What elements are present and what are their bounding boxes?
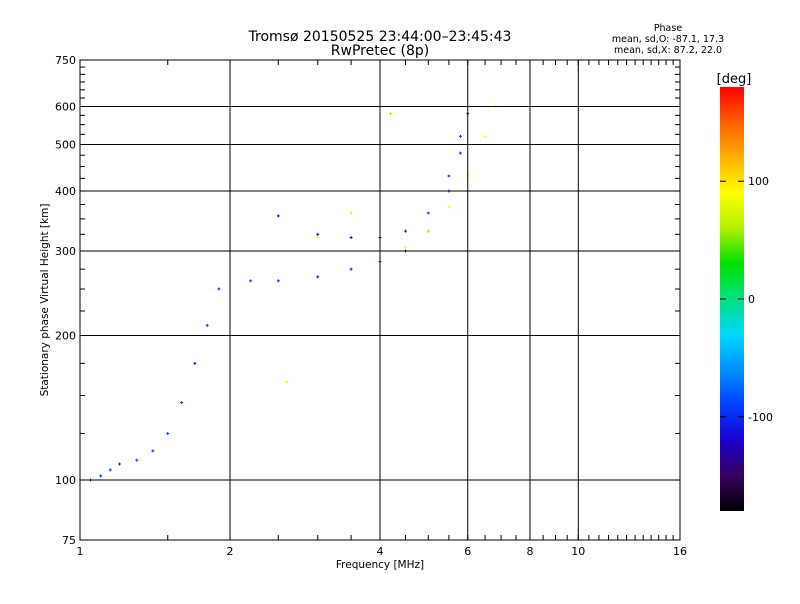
colorbar-tick-label: 0	[748, 293, 755, 306]
y-tick-labels: 75 100 200 300 400 500 600 750	[55, 54, 76, 547]
data-point	[99, 474, 103, 478]
data-point	[217, 287, 221, 291]
colorbar-tick-label: 100	[748, 175, 769, 188]
y-tick-label: 400	[55, 185, 76, 198]
x-tick-label: 6	[464, 545, 471, 558]
x-tick-labels: 1 2 4 6 8 10 16	[77, 545, 688, 558]
data-point	[426, 211, 430, 215]
y-tick-label: 750	[55, 54, 76, 67]
data-point	[276, 214, 280, 218]
y-tick-label: 300	[55, 245, 76, 258]
data-point	[349, 236, 353, 240]
stats-line-x: mean, sd,X: 87.2, 22.0	[614, 45, 722, 56]
data-points	[89, 105, 497, 482]
data-point	[403, 229, 407, 233]
y-tick-label: 500	[55, 139, 76, 152]
grid-lines	[80, 60, 680, 540]
axis-ticks	[79, 59, 681, 541]
y-axis-label: Stationary phase Virtual Height [km]	[39, 204, 51, 397]
data-point	[403, 246, 407, 250]
x-tick-label: 8	[527, 545, 534, 558]
data-point	[458, 151, 462, 155]
x-tick-label: 4	[377, 545, 384, 558]
x-tick-label: 10	[571, 545, 585, 558]
x-tick-label: 16	[673, 545, 687, 558]
chart-subtitle: RwPretec (8p)	[331, 43, 429, 59]
y-tick-label: 200	[55, 330, 76, 343]
stats-title: Phase	[654, 23, 683, 34]
data-point	[458, 134, 462, 138]
data-point	[180, 401, 184, 405]
data-point	[249, 279, 253, 283]
colorbar-tick-label: -100	[748, 411, 773, 424]
data-point	[316, 275, 320, 279]
chart-title: Tromsø 20150525 23:44:00–23:45:43	[248, 29, 512, 45]
data-point	[151, 449, 155, 453]
data-point	[166, 432, 170, 436]
data-point	[426, 229, 430, 233]
x-tick-label: 2	[227, 545, 234, 558]
stats-line-o: mean, sd,O: -87.1, 17.3	[612, 34, 724, 45]
data-point	[135, 458, 139, 462]
x-tick-label: 1	[77, 545, 84, 558]
colorbar-label: [deg]	[717, 72, 752, 87]
colorbar-ticks: 100 0 -100	[720, 175, 773, 424]
x-axis-label: Frequency [MHz]	[336, 559, 424, 571]
data-point	[316, 236, 320, 240]
data-point	[285, 380, 289, 384]
y-tick-label: 75	[62, 534, 76, 547]
data-point	[447, 205, 451, 209]
data-point	[447, 174, 451, 178]
data-point	[389, 112, 393, 116]
data-point	[193, 361, 197, 365]
data-point	[349, 211, 353, 215]
data-point	[316, 232, 320, 236]
data-point	[108, 468, 112, 472]
data-point	[349, 267, 353, 271]
data-point	[276, 279, 280, 283]
data-point	[117, 462, 121, 466]
data-point	[205, 323, 209, 327]
data-point	[483, 134, 487, 138]
y-tick-label: 600	[55, 101, 76, 114]
y-tick-label: 100	[55, 474, 76, 487]
